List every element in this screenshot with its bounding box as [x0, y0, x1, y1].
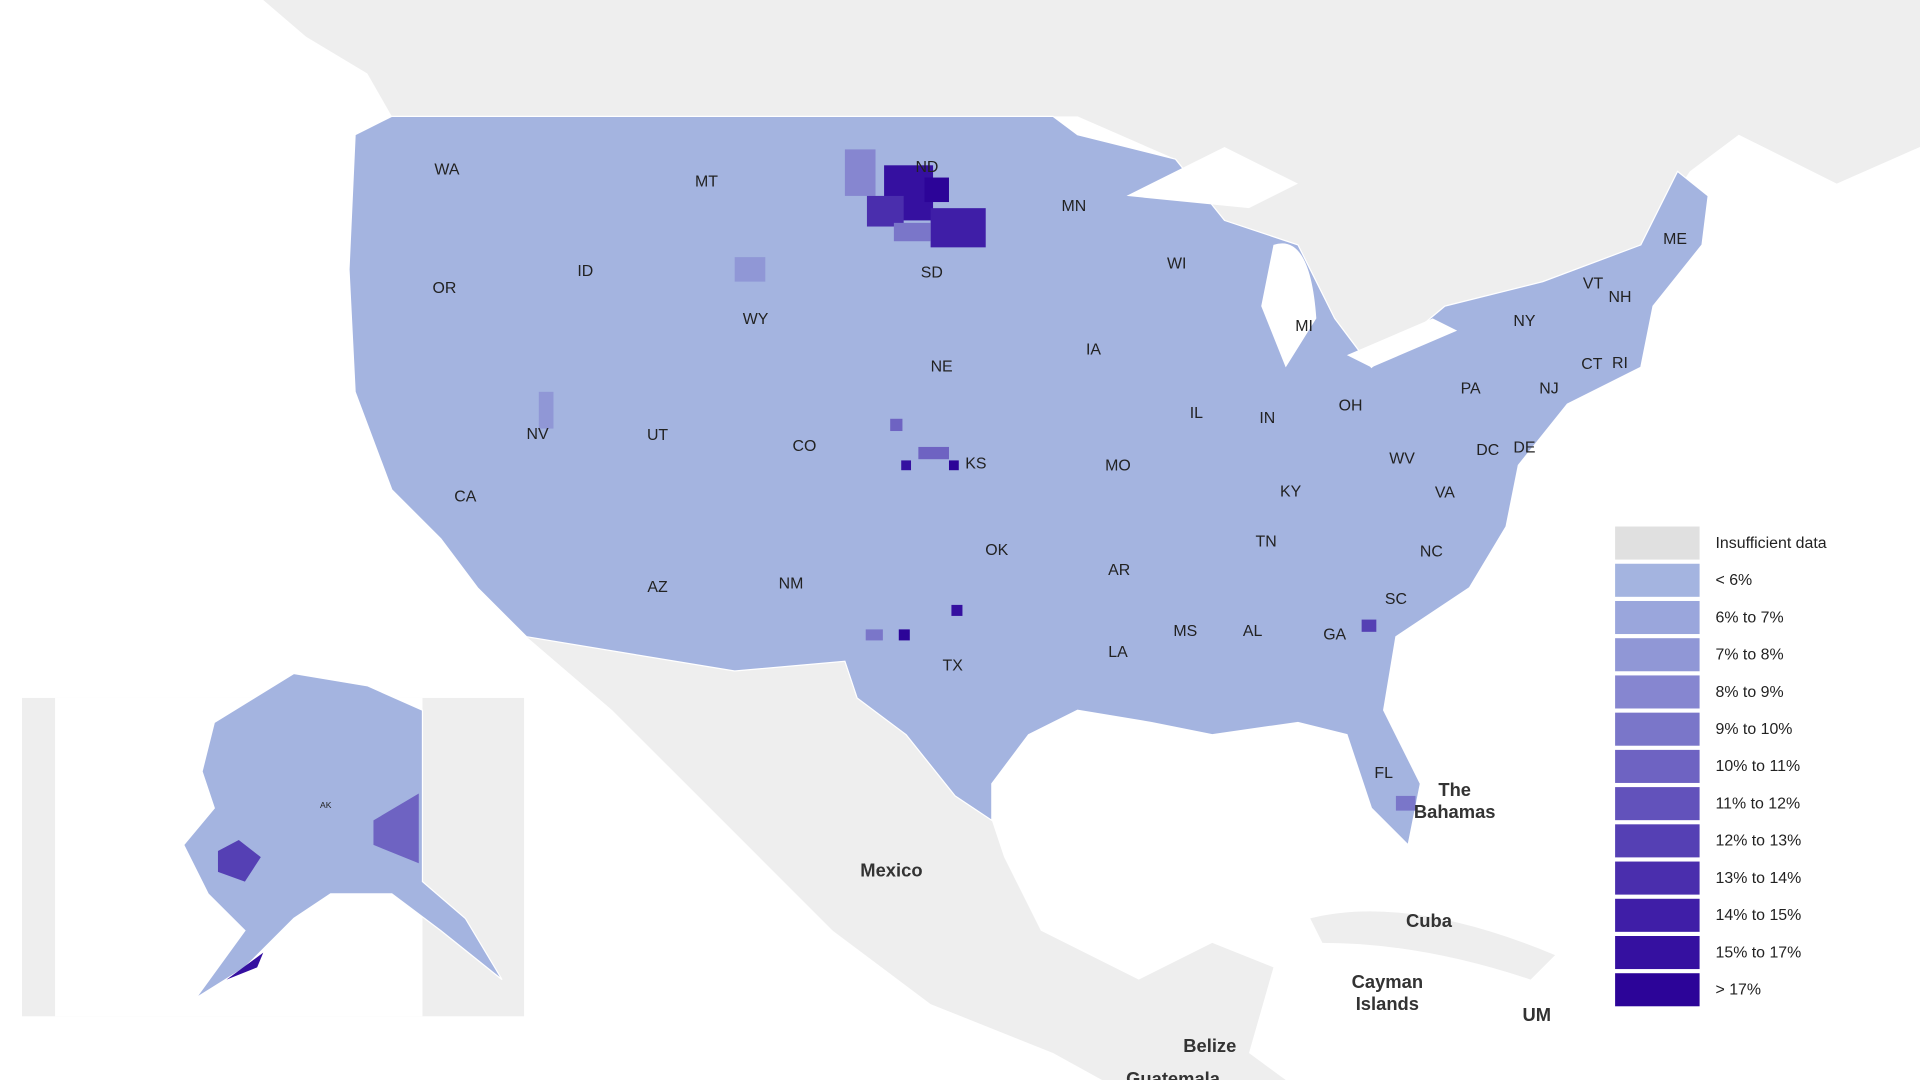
legend-swatch	[1615, 936, 1700, 970]
legend-label: 14% to 15%	[1716, 907, 1802, 924]
legend-swatch	[1615, 600, 1700, 635]
place-label: UM	[1522, 1004, 1551, 1025]
state-label: KY	[1280, 483, 1302, 500]
state-label: CT	[1581, 356, 1602, 373]
state-label: MO	[1105, 458, 1131, 475]
state-label: OK	[985, 542, 1008, 559]
state-label: NY	[1513, 313, 1535, 330]
legend-label: < 6%	[1716, 572, 1753, 589]
state-label: FL	[1374, 765, 1393, 782]
place-label: Bahamas	[1414, 801, 1496, 822]
place-label: Mexico	[860, 860, 922, 881]
legend-swatch	[1615, 563, 1700, 597]
state-label: TN	[1256, 534, 1277, 551]
state-label: VA	[1435, 485, 1455, 502]
legend-swatch	[1615, 787, 1700, 821]
state-label: NC	[1420, 543, 1443, 560]
state-label: GA	[1323, 627, 1346, 644]
legend-label: 12% to 13%	[1716, 833, 1802, 850]
state-label: SD	[921, 264, 943, 281]
legend-label: 13% to 14%	[1716, 870, 1802, 887]
place-label: Islands	[1356, 993, 1419, 1014]
legend-swatch	[1615, 638, 1700, 672]
state-label: VT	[1583, 275, 1604, 292]
state-label: MS	[1173, 623, 1197, 640]
state-label: IL	[1190, 405, 1203, 422]
place-label: Cuba	[1406, 910, 1453, 931]
state-label: CA	[454, 488, 476, 505]
state-label: NE	[931, 359, 953, 376]
high-rate-counties	[538, 149, 1416, 811]
state-label: OR	[433, 280, 457, 297]
state-label: MN	[1062, 198, 1087, 215]
alaska-highlight	[226, 952, 264, 980]
legend-label: 11% to 12%	[1716, 795, 1801, 812]
place-label: The	[1438, 779, 1471, 800]
inset-label: AK	[320, 800, 332, 810]
state-label: WA	[434, 161, 459, 178]
state-label: IA	[1086, 341, 1101, 358]
legend-label: 9% to 10%	[1716, 721, 1793, 738]
place-label: Belize	[1183, 1035, 1236, 1056]
legend-label: 15% to 17%	[1716, 944, 1802, 961]
legend-swatch	[1615, 675, 1700, 709]
state-label: AR	[1108, 562, 1130, 579]
legend-swatch	[1615, 824, 1700, 858]
legend-label: > 17%	[1716, 982, 1762, 999]
place-label: Guatemala	[1126, 1068, 1221, 1080]
state-label: IN	[1259, 410, 1275, 427]
state-label: MT	[695, 174, 718, 191]
place-label: Cayman	[1352, 971, 1423, 992]
legend-swatch	[1615, 712, 1700, 746]
state-label: SC	[1385, 591, 1407, 608]
alaska-highlight	[373, 793, 419, 864]
mexico	[526, 636, 1286, 1080]
state-label: AZ	[647, 579, 668, 596]
alaska	[182, 672, 503, 999]
state-label: DC	[1476, 442, 1499, 459]
state-label: OH	[1339, 398, 1363, 415]
state-label: ID	[577, 263, 593, 280]
legend-swatch	[1615, 749, 1700, 783]
alaska-highlight	[217, 840, 261, 882]
legend-label: Insufficient data	[1716, 535, 1827, 552]
state-label: NH	[1609, 289, 1632, 306]
state-label: KS	[965, 455, 986, 472]
cuba	[1310, 911, 1556, 980]
state-label: DE	[1513, 439, 1535, 456]
state-label: TX	[942, 657, 963, 674]
state-label: LA	[1108, 644, 1128, 661]
state-label: WI	[1167, 256, 1186, 273]
legend-swatch	[1615, 526, 1700, 560]
state-label: AL	[1243, 623, 1263, 640]
state-label: NJ	[1539, 381, 1558, 398]
state-label: WV	[1389, 450, 1415, 467]
state-label: PA	[1461, 381, 1481, 398]
canada	[263, 0, 1920, 368]
state-label: RI	[1612, 355, 1628, 372]
legend-label: 7% to 8%	[1716, 647, 1784, 664]
legend-swatch	[1615, 898, 1700, 932]
state-label: NM	[779, 575, 804, 592]
state-label: NV	[526, 426, 548, 443]
legend-label: 8% to 9%	[1716, 684, 1784, 701]
great-lakes	[1126, 146, 1458, 368]
legend-swatch	[1615, 973, 1700, 1007]
legend-label: 10% to 11%	[1716, 758, 1801, 775]
state-label: WY	[743, 311, 769, 328]
state-label: MI	[1295, 318, 1313, 335]
state-label: UT	[647, 427, 668, 444]
state-label: CO	[793, 438, 817, 455]
legend-label: 6% to 7%	[1716, 609, 1784, 626]
state-label: ND	[915, 159, 938, 176]
legend-swatch	[1615, 861, 1700, 895]
state-label: ME	[1663, 231, 1687, 248]
